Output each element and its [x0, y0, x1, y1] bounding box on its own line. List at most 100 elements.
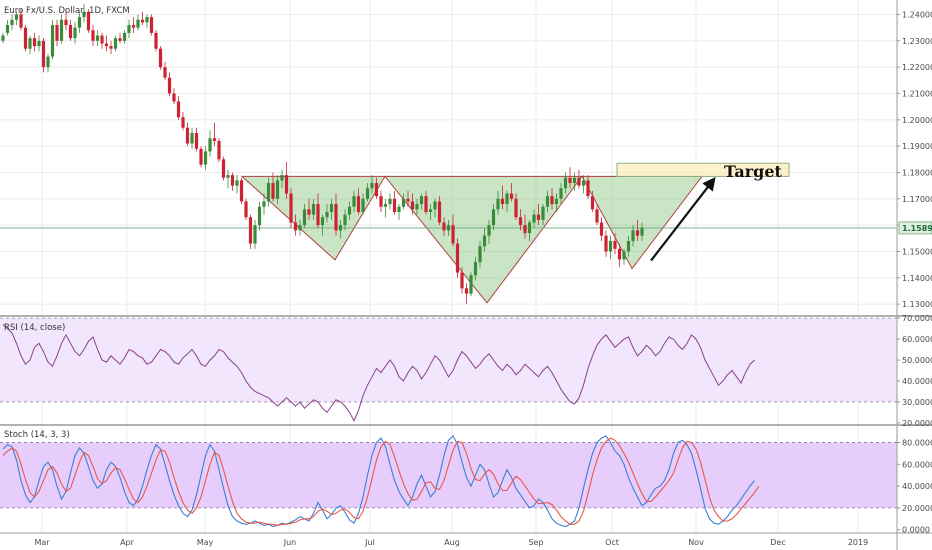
candle [221, 156, 226, 181]
candle [577, 169, 581, 189]
target-annotation: Target [724, 162, 783, 181]
candle [527, 219, 532, 241]
candle-body [478, 246, 482, 263]
candle-body [122, 32, 127, 41]
candle [163, 61, 167, 81]
candle [626, 235, 631, 257]
candle [307, 198, 311, 220]
candle [338, 219, 343, 239]
candle-body [370, 183, 374, 189]
stoch-d-line [2, 437, 760, 526]
y-tick-label: 1.18000 [902, 168, 932, 177]
candle-body [397, 206, 401, 212]
candle [50, 19, 55, 60]
candle-body [176, 101, 181, 118]
x-tick-label: Jun [283, 538, 297, 547]
stoch-k-line [2, 434, 755, 528]
candle [347, 201, 352, 220]
candle-body [302, 209, 307, 226]
candle [302, 204, 307, 228]
candle-body [631, 230, 635, 241]
candle-body [163, 67, 167, 78]
rsi-band [0, 318, 897, 402]
candle [608, 235, 613, 260]
candle-body [307, 209, 311, 215]
candle [59, 14, 64, 44]
candle-body [266, 183, 271, 202]
x-tick-label: Sep [528, 538, 543, 547]
candle [55, 19, 59, 47]
candle-body [424, 196, 428, 212]
candle-body [347, 206, 352, 215]
candle-body [442, 222, 446, 231]
candle [550, 188, 554, 210]
candle [86, 9, 91, 33]
candle [640, 222, 644, 241]
stoch-title: Stoch (14, 3, 3) [4, 430, 70, 440]
candle [554, 193, 559, 212]
candle-body [482, 235, 487, 247]
candle [343, 209, 347, 231]
x-tick-label: Apr [120, 538, 135, 547]
candle [482, 227, 487, 252]
candle-body [199, 148, 203, 165]
candle-body [550, 196, 554, 205]
candle [419, 193, 424, 210]
candle [208, 130, 212, 157]
candle-body [212, 138, 217, 141]
candle [172, 88, 176, 105]
candle-body [190, 132, 194, 144]
candle-body [68, 25, 73, 39]
candle [131, 17, 136, 33]
candle [406, 190, 410, 207]
candle-body [410, 201, 415, 210]
candle [95, 30, 100, 47]
candle-body [532, 214, 536, 223]
candle [334, 193, 338, 236]
candle-body [77, 17, 82, 28]
candle [64, 9, 68, 31]
candle-body [590, 196, 595, 210]
candle [518, 209, 523, 231]
x-tick-label: Oct [605, 538, 619, 547]
candle-body [86, 11, 91, 31]
candle-body [82, 11, 86, 18]
candle [37, 35, 41, 52]
candle-body [581, 180, 586, 186]
candle [217, 138, 221, 162]
stoch-pane [0, 434, 897, 528]
candle [104, 35, 109, 52]
candle [181, 111, 185, 131]
candle-body [19, 14, 23, 28]
candle [622, 248, 626, 265]
candle-body [401, 198, 406, 207]
candle-body [554, 198, 559, 205]
candle [428, 204, 433, 220]
candle [491, 204, 496, 231]
candle-body [329, 204, 334, 212]
candle-body [626, 240, 631, 252]
candle-body [586, 180, 590, 197]
candle-body [140, 19, 145, 23]
y-tick-label: 1.15000 [902, 247, 932, 256]
candle-body [361, 198, 365, 212]
candle [82, 3, 86, 23]
candle [167, 72, 172, 97]
candle-body [496, 198, 500, 210]
candle [253, 219, 257, 249]
candle-body [455, 243, 460, 273]
candle-body [464, 288, 469, 294]
x-tick-label: Dec [770, 538, 785, 547]
candle-body [406, 198, 410, 202]
candle-body [640, 227, 644, 236]
candle-body [289, 193, 293, 223]
candle-body [383, 204, 388, 207]
candle-body [491, 209, 496, 226]
candle-body [235, 180, 239, 186]
candle-body [208, 138, 212, 152]
candle-body [604, 235, 608, 252]
candle-body [541, 206, 545, 220]
candle [244, 198, 248, 220]
candle [464, 283, 469, 305]
candle [365, 183, 370, 202]
